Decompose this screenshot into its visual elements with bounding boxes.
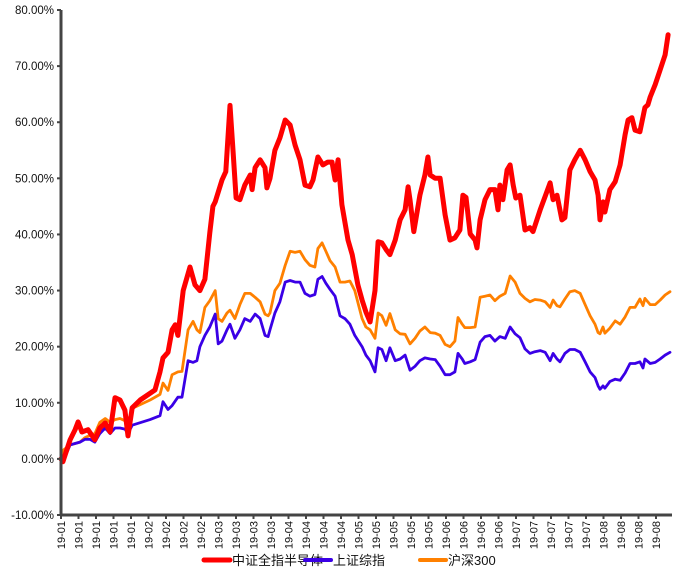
x-tick-label: 19-03 [249, 521, 261, 549]
x-tick-label: 19-02 [144, 521, 156, 549]
series-line-2 [59, 241, 672, 461]
x-tick-label: 19-06 [441, 521, 453, 549]
x-tick-label: 19-01 [109, 521, 121, 549]
y-tick-label: 0.00% [21, 454, 54, 466]
y-tick-label: 80.00% [15, 5, 54, 17]
legend-label-csi300: 沪深300 [448, 553, 496, 568]
x-tick-label: 19-01 [74, 521, 86, 549]
y-tick-label: 40.00% [15, 229, 54, 241]
x-tick-label: 19-06 [459, 521, 471, 549]
legend-item-semiconductor: 中证全指半导体 [201, 553, 323, 568]
x-tick-label: 19-04 [284, 521, 296, 549]
y-tick-label: -10.00% [11, 510, 54, 522]
legend-label-sse-composite: 上证综指 [333, 553, 385, 568]
x-tick-label: 19-07 [546, 521, 558, 549]
x-tick-label: 19-05 [389, 521, 401, 549]
x-tick-label: 19-03 [231, 521, 243, 549]
x-tick-label: 19-01 [126, 521, 138, 549]
legend: 中证全指半导体 上证综指 沪深300 [201, 553, 496, 568]
x-tick-label: 19-02 [196, 521, 208, 549]
x-tick-label: 19-06 [494, 521, 506, 549]
x-tick-label: 19-05 [424, 521, 436, 549]
y-tick-label: 20.00% [15, 342, 54, 354]
x-tick-label: 19-08 [634, 521, 646, 549]
x-tick-label: 19-07 [581, 521, 593, 549]
x-tick-label: 19-03 [214, 521, 226, 549]
axes: -10.00% 0.00% 10.00% 20.00% 30.00% 40.00% 50.0… [11, 5, 672, 549]
x-tick-label: 19-05 [354, 521, 366, 549]
legend-label-semiconductor: 中证全指半导体 [232, 553, 323, 568]
x-tick-label: 19-04 [336, 521, 348, 549]
x-tick-label: 19-02 [179, 521, 191, 549]
series-line-1 [59, 275, 672, 464]
x-tick-label: 19-06 [476, 521, 488, 549]
y-tick-label: 10.00% [15, 398, 54, 410]
legend-item-sse-composite: 上证综指 [303, 553, 385, 568]
x-tick-label: 19-03 [266, 521, 278, 549]
y-tick-label: 70.00% [15, 61, 54, 73]
x-tick-label: 19-04 [301, 521, 313, 549]
series-line-0 [58, 32, 671, 465]
series-layer [58, 32, 672, 465]
x-tick-label: 19-01 [56, 521, 68, 549]
x-tick-label: 19-07 [564, 521, 576, 549]
y-tick-label: 50.00% [15, 173, 54, 185]
y-tick-label: 30.00% [15, 286, 54, 298]
x-tick-label: 19-08 [651, 521, 663, 549]
x-tick-label: 19-02 [161, 521, 173, 549]
y-tick-label: 60.00% [15, 117, 54, 129]
x-tick-label: 19-05 [371, 521, 383, 549]
x-tick-label: 19-01 [91, 521, 103, 549]
x-tick-label: 19-08 [616, 521, 628, 549]
legend-item-csi300: 沪深300 [418, 553, 496, 568]
x-tick-label: 19-07 [511, 521, 523, 549]
x-tick-label: 19-04 [319, 521, 331, 549]
x-tick-label: 19-05 [406, 521, 418, 549]
x-tick-label: 19-08 [599, 521, 611, 549]
x-tick-label: 19-07 [529, 521, 541, 549]
